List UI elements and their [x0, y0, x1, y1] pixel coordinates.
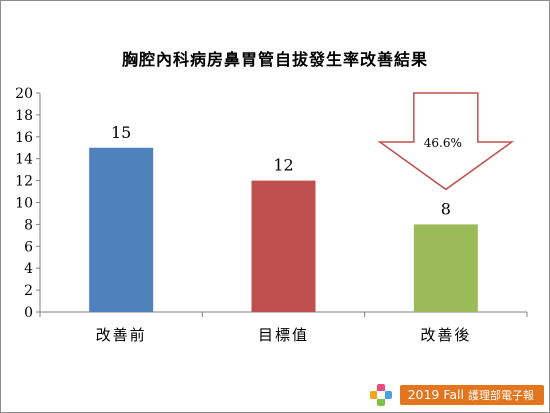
data-label: 8	[441, 199, 451, 218]
bar-2	[251, 180, 316, 312]
y-tick-label: 18	[15, 108, 33, 124]
arrow-annotation-label: 46.6%	[424, 136, 462, 150]
bar-3	[413, 224, 478, 312]
newsletter-brand: 2019 Fall	[407, 387, 464, 402]
cross-logo-icon	[369, 384, 392, 406]
y-tick-label: 14	[15, 152, 33, 168]
category-label: 改善前	[96, 326, 147, 344]
down-arrow-icon	[377, 92, 515, 191]
newsletter-badge: 2019 Fall 護理部電子報	[368, 382, 544, 408]
newsletter-title: 護理部電子報	[468, 389, 534, 402]
chart-title: 胸腔內科病房鼻胃管自拔發生率改善結果	[121, 50, 428, 69]
y-tick-label: 10	[15, 196, 33, 212]
y-tick-label: 16	[15, 130, 33, 146]
y-tick-label: 2	[24, 283, 33, 299]
y-tick-label: 6	[24, 239, 33, 255]
category-label: 改善後	[420, 326, 471, 344]
y-tick-label: 4	[24, 261, 33, 277]
y-tick-label: 20	[15, 86, 33, 102]
category-label: 目標值	[258, 326, 309, 344]
data-label: 15	[111, 123, 131, 142]
data-label: 12	[273, 156, 293, 175]
y-tick-label: 8	[24, 217, 33, 233]
y-tick-label: 0	[24, 305, 33, 321]
y-tick-label: 12	[15, 174, 33, 190]
newsletter-label: 2019 Fall 護理部電子報	[399, 385, 544, 405]
bar-1	[89, 147, 154, 312]
